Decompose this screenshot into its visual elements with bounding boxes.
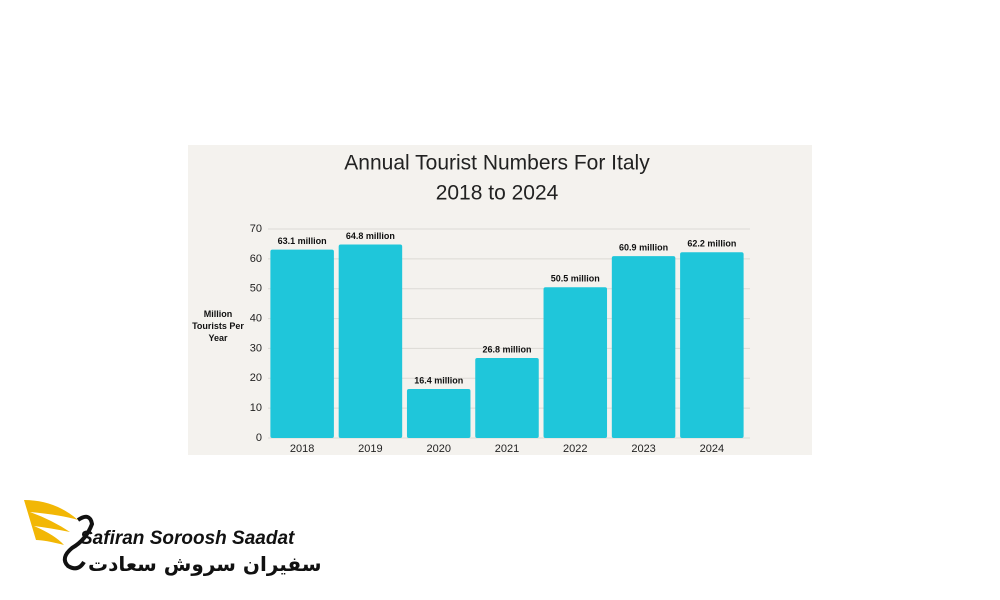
data-label: 60.9 million — [619, 243, 668, 253]
y-tick-label: 20 — [250, 372, 262, 384]
x-tick-label: 2018 — [290, 443, 314, 455]
data-label: 64.8 million — [346, 231, 395, 241]
data-label: 26.8 million — [482, 344, 531, 354]
bar — [611, 256, 676, 438]
x-tick-label: 2020 — [426, 443, 450, 455]
data-label: 50.5 million — [551, 274, 600, 284]
chart-subtitle: 2018 to 2024 — [436, 182, 559, 205]
logo-icon — [24, 500, 95, 571]
logo-name-fa: سفیران سروش سعادت — [88, 552, 322, 576]
x-tick-label: 2023 — [631, 443, 655, 455]
y-tick-label: 30 — [250, 342, 262, 354]
logo-name: Safiran Soroosh Saadat — [80, 528, 295, 549]
chart-title: Annual Tourist Numbers For Italy — [344, 152, 650, 175]
data-label: 63.1 million — [278, 236, 327, 246]
data-label: 62.2 million — [687, 239, 736, 249]
bar — [680, 252, 744, 438]
bar — [338, 244, 403, 438]
bar — [406, 389, 471, 438]
data-label: 16.4 million — [414, 375, 463, 385]
x-tick-label: 2022 — [563, 443, 587, 455]
x-tick-label: 2024 — [700, 443, 724, 455]
y-tick-label: 60 — [250, 253, 262, 265]
x-tick-label: 2021 — [495, 443, 519, 455]
y-tick-label: 50 — [250, 283, 262, 295]
y-axis-label: Million Tourists Per Year — [192, 309, 244, 343]
x-tick-label: 2019 — [358, 443, 382, 455]
y-tick-label: 70 — [250, 223, 262, 235]
y-tick-label: 0 — [256, 432, 262, 444]
bar — [475, 357, 539, 438]
bar — [270, 249, 334, 438]
y-tick-label: 40 — [250, 312, 262, 324]
bar — [543, 287, 608, 438]
y-tick-label: 10 — [250, 402, 262, 414]
